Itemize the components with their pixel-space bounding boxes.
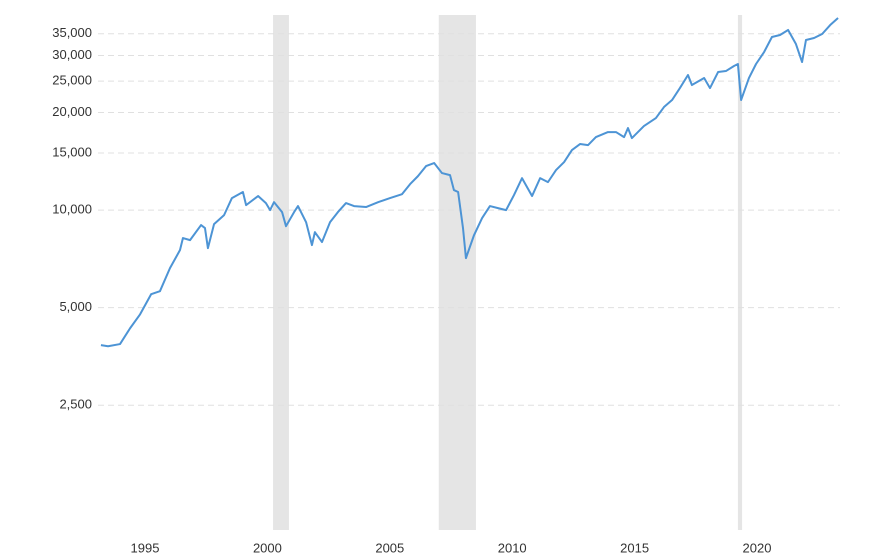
y-tick-label: 30,000: [52, 47, 92, 62]
y-tick-label: 20,000: [52, 104, 92, 119]
y-tick-label: 25,000: [52, 73, 92, 88]
recession-band: [737, 15, 743, 530]
x-tick-label: 2010: [498, 540, 527, 555]
y-tick-label: 15,000: [52, 144, 92, 159]
recession-band: [438, 15, 476, 530]
x-tick-label: 2005: [375, 540, 404, 555]
x-tick-label: 2000: [253, 540, 282, 555]
x-tick-label: 1995: [131, 540, 160, 555]
y-tick-label: 10,000: [52, 202, 92, 217]
x-tick-label: 2015: [620, 540, 649, 555]
data-line: [100, 17, 839, 348]
x-tick-label: 2020: [743, 540, 772, 555]
y-tick-label: 2,500: [59, 397, 92, 412]
recession-band: [273, 15, 289, 530]
y-tick-label: 5,000: [59, 299, 92, 314]
y-tick-label: 35,000: [52, 25, 92, 40]
